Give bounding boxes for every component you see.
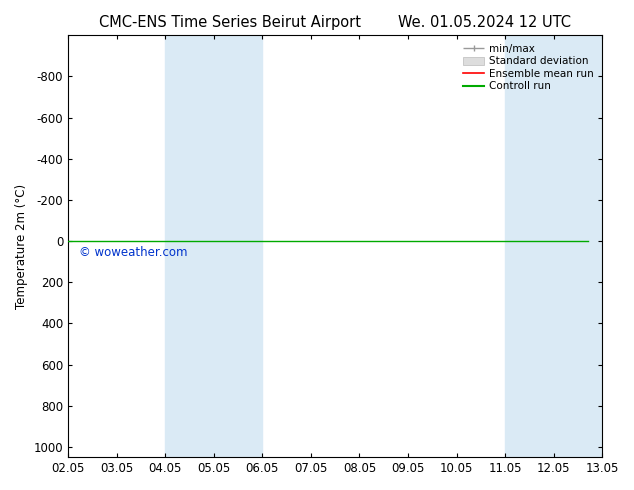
Bar (165, 35, 262, 457)
Bar (505, 35, 602, 457)
Text: © woweather.com: © woweather.com (79, 246, 187, 259)
Title: CMC-ENS Time Series Beirut Airport        We. 01.05.2024 12 UTC: CMC-ENS Time Series Beirut Airport We. 0… (99, 15, 571, 30)
Y-axis label: Temperature 2m (°C): Temperature 2m (°C) (15, 184, 28, 309)
Legend: min/max, Standard deviation, Ensemble mean run, Controll run: min/max, Standard deviation, Ensemble me… (460, 41, 597, 95)
